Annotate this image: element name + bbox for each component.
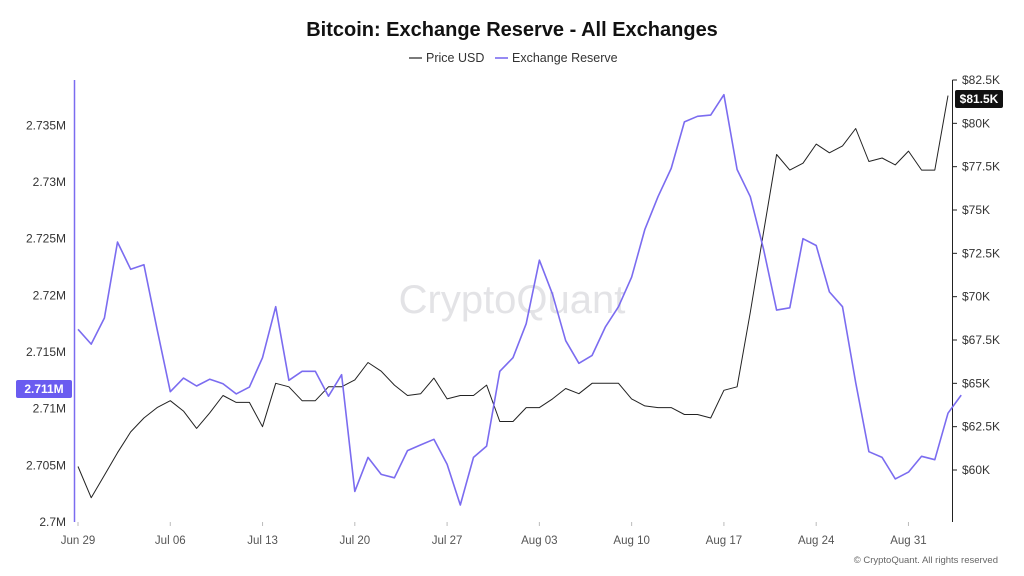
legend-label-price: Price USD [426,51,484,65]
chart-title: Bitcoin: Exchange Reserve - All Exchange… [306,19,718,41]
watermark: CryptoQuant [399,278,626,322]
left-y-tick-label: 2.735M [26,118,66,132]
right-y-tick-label: $80K [962,116,990,130]
current-reserve-tag-label: 2.711M [24,382,63,396]
right-y-axis: $60K $62.5K $65K $67.5K $70K $72.5K $75K $77.5K… [952,73,1000,477]
right-y-tick-label: $62.5K [962,420,1000,434]
x-tick-label: Jun 29 [61,535,96,547]
right-y-tick-label: $72.5K [962,246,1000,260]
x-tick-label: Aug 03 [521,535,557,547]
exchange-reserve-line [77,93,962,506]
right-y-tick-label: $60K [962,463,990,477]
copyright: © CryptoQuant. All rights reserved [854,555,998,566]
current-reserve-tag: 2.711M [16,380,72,398]
series-layer [77,93,962,506]
left-y-tick-label: 2.71M [33,402,66,416]
left-y-tick-label: 2.7M [39,515,66,529]
right-y-tick-label: $77.5K [962,160,1000,174]
x-tick-label: Aug 31 [890,535,926,547]
x-tick-label: Aug 10 [613,535,649,547]
x-tick-label: Aug 17 [706,535,742,547]
x-axis: Jun 29 Jul 06 Jul 13 Jul 20 Jul 27 Aug 03 Aug … [61,522,927,547]
x-tick-label: Jul 20 [339,535,370,547]
left-y-tick-label: 2.725M [26,232,66,246]
x-tick-label: Aug 24 [798,535,835,547]
right-y-tick-label: $82.5K [962,73,1000,87]
left-y-tick-label: 2.72M [33,288,66,302]
left-y-tick-label: 2.705M [26,458,66,472]
right-y-tick-label: $67.5K [962,333,1000,347]
current-price-tag-bg [955,90,1003,108]
legend-label-reserve: Exchange Reserve [512,51,618,65]
current-price-tag-label: $81.5K [960,92,999,106]
right-y-tick-label: $70K [962,290,990,304]
legend: Price USD Exchange Reserve [409,51,618,65]
current-reserve-tag-bg [16,380,72,398]
current-price-tag: $81.5K [955,90,1003,108]
right-y-tick-label: $65K [962,376,990,390]
left-y-axis: 2.7M 2.705M 2.71M 2.715M 2.72M 2.725M 2.73M 2.7… [26,118,66,529]
x-tick-label: Jul 27 [432,535,463,547]
left-y-tick-label: 2.715M [26,345,66,359]
x-tick-label: Jul 13 [247,535,278,547]
left-y-tick-label: 2.73M [33,175,66,189]
price-usd-line [77,95,949,499]
x-tick-label: Jul 06 [155,535,186,547]
right-y-tick-label: $75K [962,203,990,217]
